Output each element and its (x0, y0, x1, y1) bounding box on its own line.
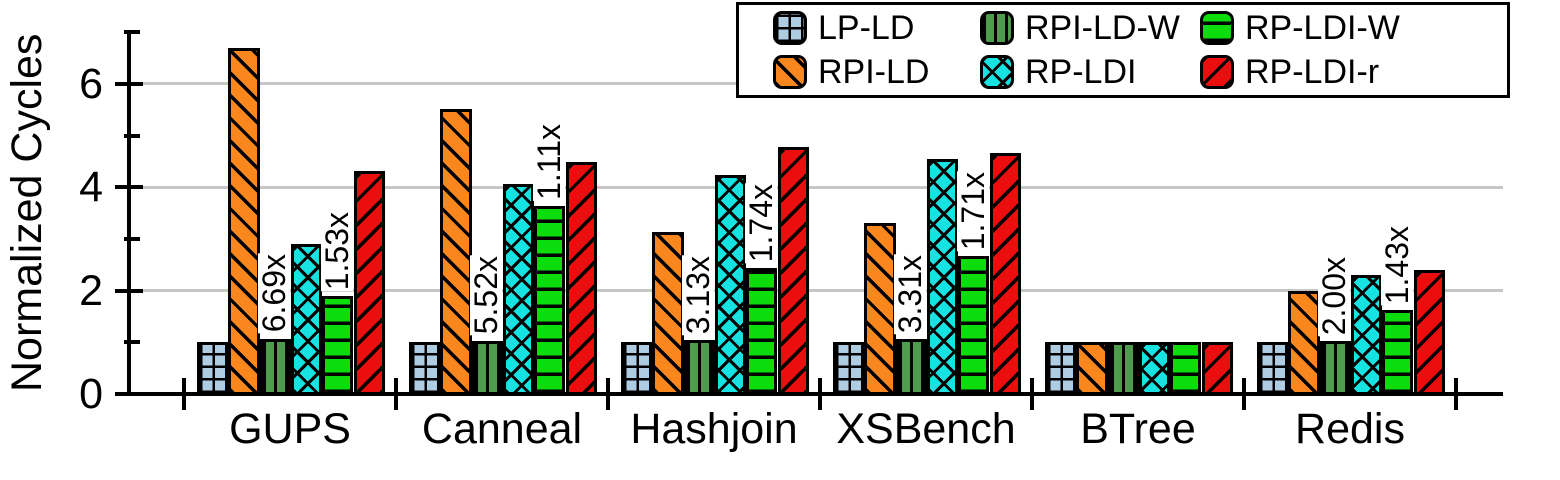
bar-annotation: 1.74x (742, 183, 779, 264)
y-major-tick (115, 392, 143, 396)
legend-item-RP-LDI: RP-LDI (980, 50, 1200, 94)
legend-label: RPI-LD (818, 53, 930, 92)
y-tick-label: 0 (79, 370, 103, 418)
bar-RP-LDI-Redis (1350, 274, 1383, 396)
y-minor-tick (124, 133, 140, 138)
bar-LP-LD-Hashjoin (621, 342, 653, 396)
bar-RPI-LD-Hashjoin (652, 232, 684, 396)
gridline (127, 289, 1503, 293)
bar-RP-LDI-W-Redis (1382, 310, 1414, 396)
bar-RP-LDI-r-BTree (1201, 342, 1233, 396)
bar-RP-LDI-r-GUPS (353, 171, 385, 396)
bar-RPI-LD-W-BTree (1107, 342, 1139, 396)
bar-RP-LDI-Canneal (502, 184, 535, 396)
bar-annotation: 2.00x (1316, 256, 1353, 337)
y-major-tick (115, 288, 143, 293)
bar-RPI-LD-Redis (1288, 290, 1320, 396)
category-label-BTree: BTree (1080, 405, 1196, 453)
legend-item-RPI-LD-W: RPI-LD-W (980, 6, 1200, 50)
legend-label: RPI-LD-W (1025, 8, 1180, 47)
bar-RPI-LD-BTree (1076, 342, 1108, 396)
bar-annotation: 1.53x (318, 210, 355, 291)
bar-RP-LDI-GUPS (290, 244, 323, 396)
legend-label: RP-LDI (1025, 53, 1137, 92)
grid-pattern-swatch-icon (773, 10, 807, 45)
bar-RPI-LD-Canneal (440, 108, 472, 396)
bar-RP-LDI-BTree (1138, 342, 1171, 396)
bar-RP-LDI-Hashjoin (714, 175, 747, 396)
bar-RP-LDI-W-GUPS (322, 295, 354, 396)
bar-RPI-LD-W-Redis (1319, 341, 1351, 396)
gridline (127, 185, 1503, 189)
legend: LP-LD RPI-LD RPI-LD-W RP-LDI RP-LDI-W RP-LDI-… (736, 2, 1510, 98)
bar-RPI-LD-GUPS (228, 48, 260, 396)
bar-RPI-LD-XSBench (864, 222, 896, 396)
bar-LP-LD-XSBench (833, 342, 865, 396)
bar-RP-LDI-W-Canneal (534, 205, 566, 396)
category-label-XSBench: XSBench (836, 405, 1016, 453)
legend-item-RP-LDI-W: RP-LDI-W (1200, 6, 1507, 50)
legend-column: LP-LD RPI-LD (739, 5, 980, 95)
bar-RP-LDI-W-BTree (1170, 342, 1202, 396)
bar-annotation: 5.52x (468, 255, 505, 336)
x-tick (182, 378, 186, 410)
bar-RP-LDI-r-XSBench (989, 153, 1021, 396)
y-tick-label: 4 (79, 163, 103, 212)
cross-pattern-swatch-icon (980, 55, 1014, 90)
horizontal-pattern-swatch-icon (1200, 10, 1234, 45)
diag-back-pattern-swatch-icon (773, 55, 807, 90)
bar-LP-LD-GUPS (197, 342, 229, 396)
y-tick-label: 2 (79, 266, 103, 315)
bar-LP-LD-Redis (1257, 342, 1289, 396)
diag-fwd-pattern-swatch-icon (1200, 55, 1234, 90)
bar-annotation: 1.43x (1378, 224, 1415, 306)
y-minor-tick (124, 340, 140, 345)
x-axis-spine (127, 392, 1503, 396)
bar-RPI-LD-W-XSBench (895, 339, 927, 396)
vertical-pattern-swatch-icon (980, 10, 1014, 45)
x-tick (1030, 378, 1034, 410)
legend-label: RP-LDI-W (1245, 8, 1400, 47)
x-tick (818, 378, 822, 410)
legend-item-RPI-LD: RPI-LD (773, 50, 980, 94)
x-tick (1454, 378, 1458, 410)
legend-column: RPI-LD-W RP-LDI (980, 5, 1200, 95)
category-label-Hashjoin: Hashjoin (630, 405, 798, 453)
y-minor-tick (124, 30, 140, 35)
legend-item-RP-LDI-r: RP-LDI-r (1200, 50, 1507, 94)
x-tick (1242, 378, 1246, 410)
category-label-Redis: Redis (1295, 405, 1405, 453)
bar-RP-LDI-XSBench (926, 158, 959, 396)
bar-annotation: 3.31x (892, 253, 929, 335)
legend-label: LP-LD (818, 8, 915, 47)
bar-RPI-LD-W-GUPS (259, 338, 291, 396)
y-tick-label: 6 (79, 59, 103, 108)
legend-item-LP-LD: LP-LD (773, 6, 980, 50)
x-tick (606, 378, 610, 410)
bar-annotation: 3.13x (680, 254, 717, 336)
bar-RPI-LD-W-Canneal (471, 340, 503, 396)
x-tick (394, 378, 398, 410)
bar-RP-LDI-W-XSBench (958, 256, 990, 396)
bar-LP-LD-BTree (1045, 342, 1077, 396)
bar-LP-LD-Canneal (409, 342, 441, 396)
bar-RP-LDI-r-Redis (1413, 269, 1445, 396)
bar-RP-LDI-r-Canneal (565, 161, 597, 396)
bar-annotation: 6.69x (256, 253, 293, 334)
bar-RPI-LD-W-Hashjoin (683, 340, 715, 396)
legend-column: RP-LDI-W RP-LDI-r (1200, 5, 1507, 95)
legend-label: RP-LDI-r (1245, 53, 1380, 92)
y-minor-tick (124, 236, 140, 241)
bar-annotation: 1.71x (954, 171, 991, 252)
bar-RP-LDI-r-Hashjoin (777, 146, 809, 396)
y-major-tick (115, 81, 143, 86)
bar-RP-LDI-W-Hashjoin (746, 268, 778, 396)
bar-annotation: 1.11x (530, 122, 567, 201)
category-label-Canneal: Canneal (421, 405, 583, 453)
y-major-tick (115, 185, 143, 190)
category-label-GUPS: GUPS (229, 405, 351, 453)
y-axis-spine (127, 30, 131, 396)
